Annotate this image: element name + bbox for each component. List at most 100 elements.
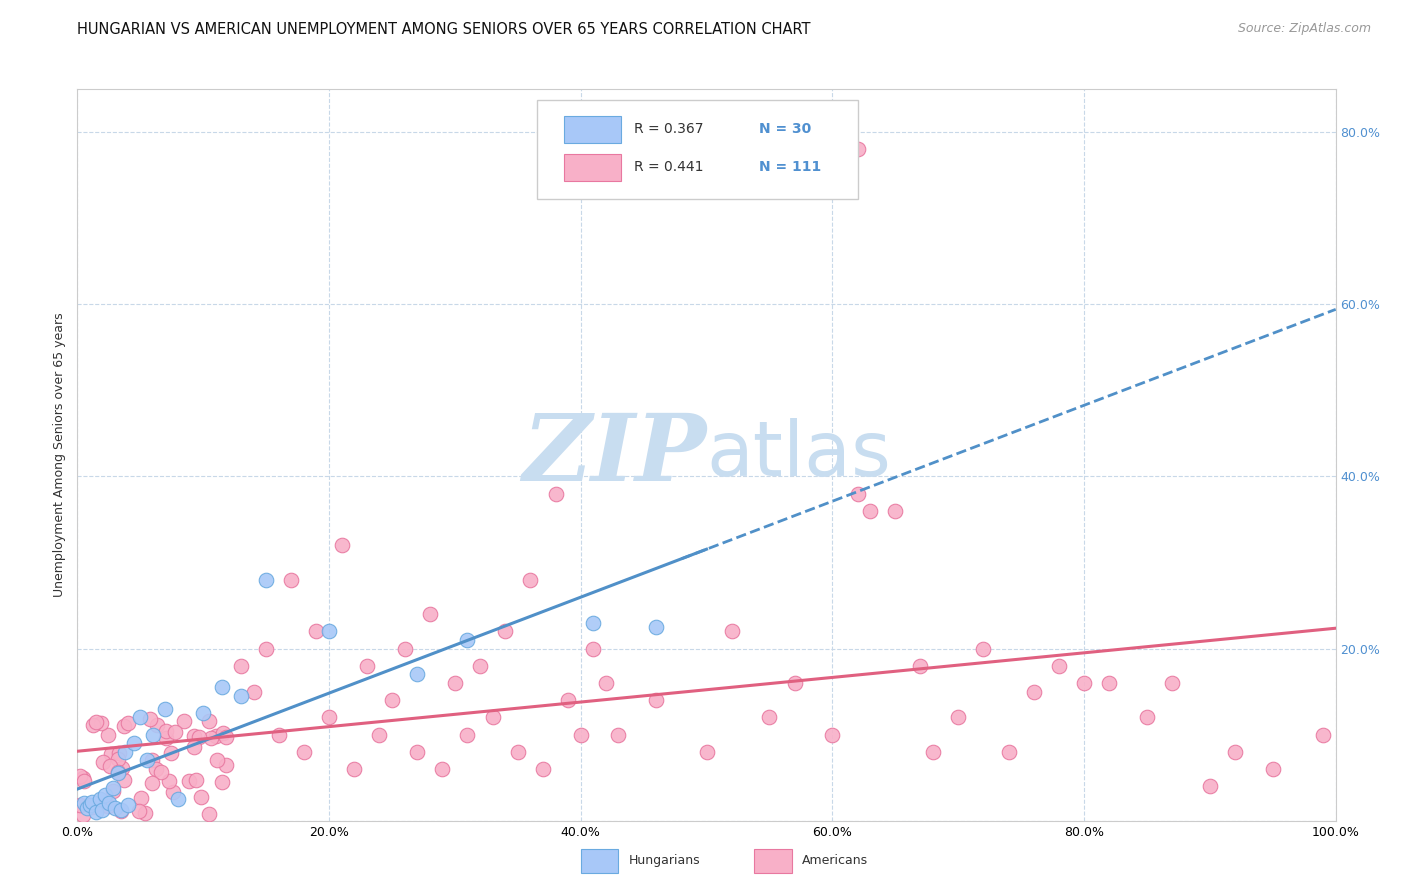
Point <box>98 759 121 773</box>
Point <box>69 798 91 813</box>
Point <box>254 641 277 656</box>
Point <box>720 624 742 639</box>
Point <box>73 773 96 788</box>
Point <box>94 788 117 802</box>
Point <box>150 764 173 779</box>
Point <box>183 739 205 754</box>
Point <box>76 801 98 815</box>
Point <box>1199 779 1222 793</box>
Point <box>280 573 302 587</box>
Point <box>381 693 404 707</box>
Point <box>93 756 115 770</box>
Point <box>595 676 617 690</box>
Bar <box>564 153 621 181</box>
Point <box>481 710 503 724</box>
Point <box>884 504 907 518</box>
Text: N = 111: N = 111 <box>759 161 821 175</box>
Point <box>254 573 277 587</box>
Point <box>948 710 970 724</box>
Point <box>211 680 233 694</box>
Point <box>72 808 94 822</box>
Point <box>138 712 160 726</box>
Point <box>72 772 94 786</box>
Point <box>356 658 378 673</box>
Point <box>1312 728 1334 742</box>
FancyBboxPatch shape <box>537 100 858 199</box>
Point <box>607 728 630 742</box>
Point <box>506 745 529 759</box>
Point <box>211 775 233 789</box>
Text: N = 30: N = 30 <box>759 122 811 136</box>
Point <box>1098 676 1121 690</box>
Point <box>821 728 844 742</box>
Point <box>859 504 882 518</box>
Point <box>456 728 478 742</box>
Point <box>107 766 129 780</box>
Point <box>107 765 129 780</box>
Point <box>343 762 366 776</box>
Point <box>214 730 236 744</box>
Text: R = 0.441: R = 0.441 <box>634 161 703 175</box>
Point <box>205 729 228 743</box>
Point <box>145 762 167 776</box>
Point <box>80 800 103 814</box>
Point <box>108 746 131 760</box>
Point <box>97 797 120 811</box>
Point <box>456 632 478 647</box>
Point <box>86 714 108 729</box>
Point <box>569 728 592 742</box>
Point <box>93 798 115 813</box>
Point <box>205 753 228 767</box>
Point <box>117 798 139 813</box>
Point <box>155 724 177 739</box>
Point <box>1136 710 1159 724</box>
Point <box>157 774 180 789</box>
Point <box>200 731 222 745</box>
Point <box>100 747 122 761</box>
Point <box>112 719 135 733</box>
Text: Source: ZipAtlas.com: Source: ZipAtlas.com <box>1237 22 1371 36</box>
Point <box>179 773 201 788</box>
Point <box>82 795 104 809</box>
Text: atlas: atlas <box>707 418 891 491</box>
Point <box>972 641 994 656</box>
Point <box>155 702 177 716</box>
Point <box>155 731 177 745</box>
Point <box>167 792 190 806</box>
Text: HUNGARIAN VS AMERICAN UNEMPLOYMENT AMONG SENIORS OVER 65 YEARS CORRELATION CHART: HUNGARIAN VS AMERICAN UNEMPLOYMENT AMONG… <box>77 22 811 37</box>
Point <box>101 780 124 795</box>
Point <box>134 805 156 820</box>
Point <box>163 725 186 739</box>
Point <box>162 785 184 799</box>
Point <box>468 658 491 673</box>
Point <box>91 803 114 817</box>
Point <box>242 684 264 698</box>
Point <box>89 792 111 806</box>
Bar <box>564 116 621 144</box>
Point <box>1261 762 1284 776</box>
Point <box>267 728 290 742</box>
Point <box>318 710 340 724</box>
Point <box>212 726 235 740</box>
Point <box>1223 745 1246 759</box>
Bar <box>755 849 792 872</box>
Point <box>112 773 135 788</box>
Point <box>846 143 869 157</box>
Text: R = 0.367: R = 0.367 <box>634 122 703 136</box>
Text: Americans: Americans <box>803 855 869 867</box>
Point <box>110 805 132 819</box>
Point <box>90 715 112 730</box>
Point <box>129 710 152 724</box>
Point <box>394 641 416 656</box>
Point <box>557 693 579 707</box>
Point <box>582 641 605 656</box>
Point <box>188 730 211 744</box>
Y-axis label: Unemployment Among Seniors over 65 years: Unemployment Among Seniors over 65 years <box>52 312 66 598</box>
Point <box>368 728 391 742</box>
Point <box>97 728 120 742</box>
Point <box>84 805 107 819</box>
Point <box>419 607 441 621</box>
Point <box>215 758 238 772</box>
Point <box>198 714 221 728</box>
Point <box>101 784 124 798</box>
